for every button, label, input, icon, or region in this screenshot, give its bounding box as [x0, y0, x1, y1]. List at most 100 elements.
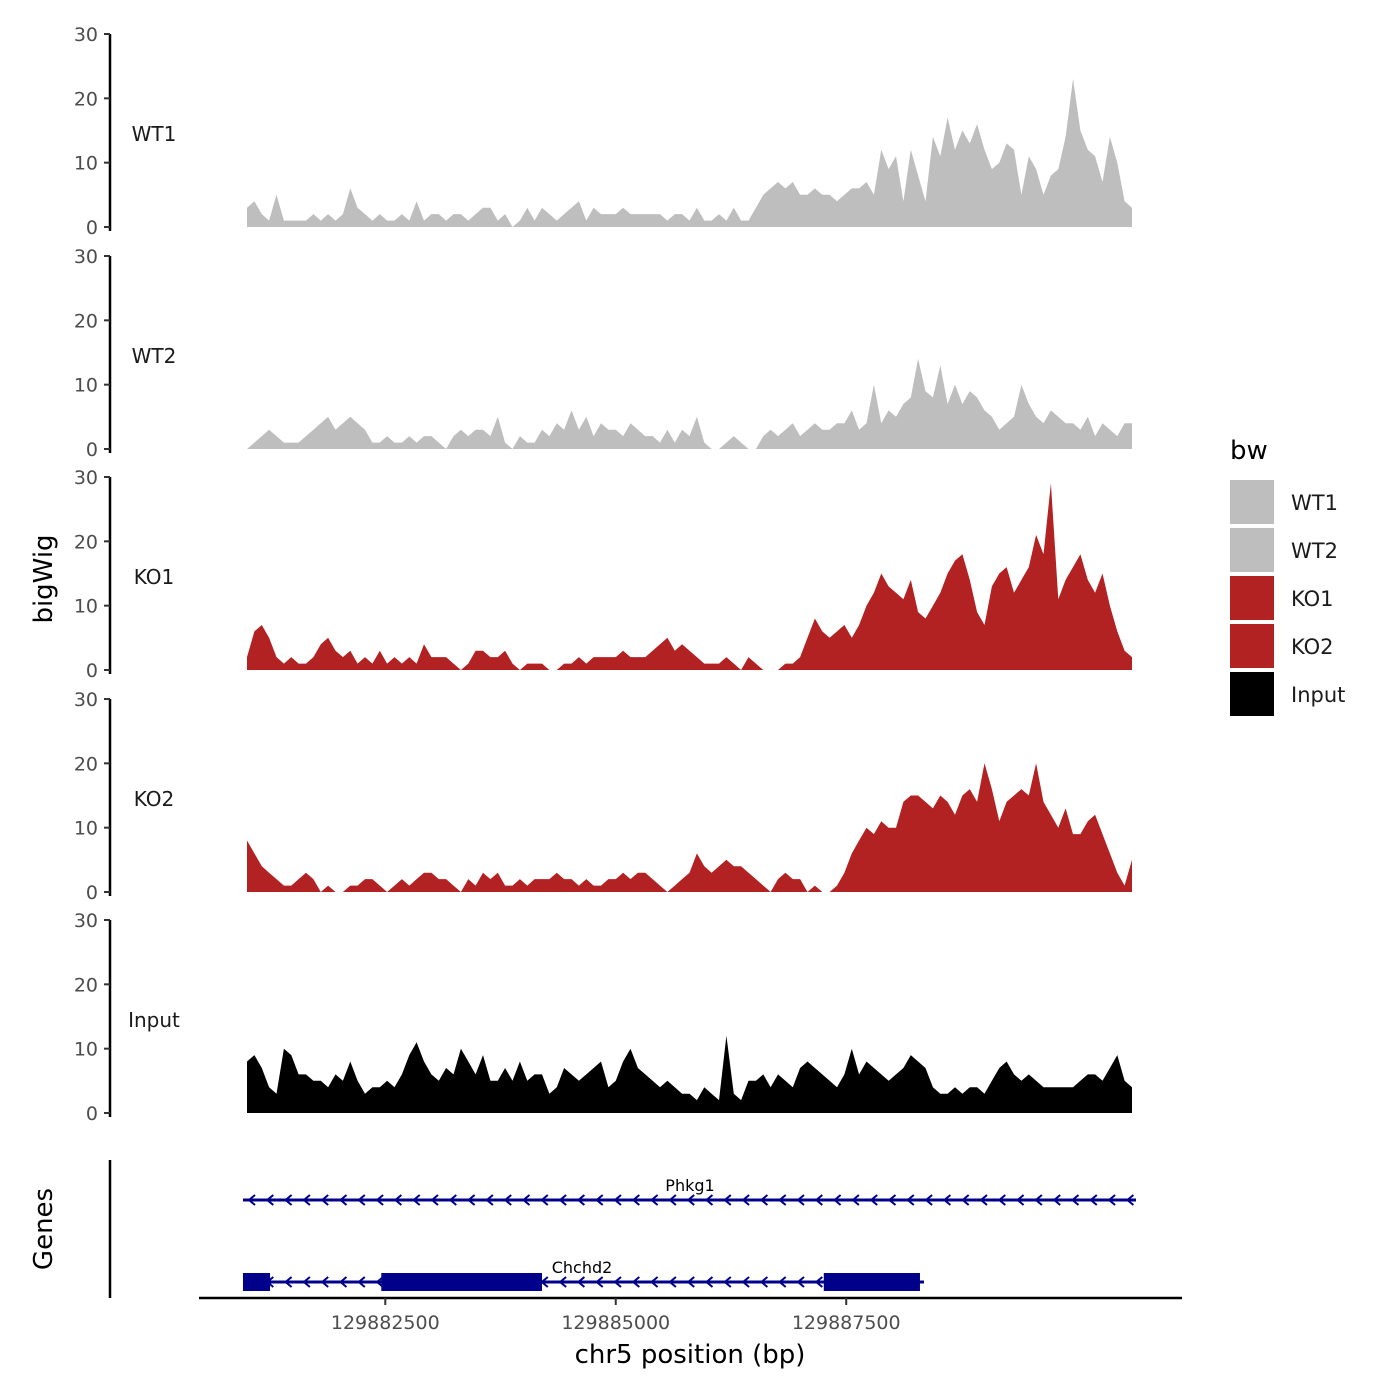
legend-swatch [1230, 576, 1274, 620]
strand-arrow [284, 1276, 293, 1288]
area-ko2 [247, 763, 1132, 892]
strand-arrow [942, 1194, 952, 1206]
strand-arrow [1016, 1194, 1025, 1206]
y-tick-label: 20 [74, 310, 98, 332]
exon [243, 1273, 271, 1291]
y-tick-label: 0 [86, 660, 98, 682]
strand-arrow [1125, 1194, 1135, 1206]
legend-label: WT2 [1291, 539, 1338, 563]
area-ko1 [247, 483, 1132, 670]
track-label: WT1 [132, 122, 177, 146]
area-input [247, 1035, 1132, 1113]
strand-arrow [906, 1194, 915, 1206]
y-tick-label: 20 [74, 88, 98, 110]
strand-arrow [1052, 1194, 1061, 1206]
strand-arrow [741, 1276, 750, 1288]
legend-swatch [1230, 624, 1274, 668]
strand-arrow [778, 1194, 787, 1206]
y-tick-label: 10 [74, 375, 98, 397]
y-tick-label: 20 [74, 531, 98, 553]
strand-arrow [393, 1194, 403, 1206]
strand-arrow [851, 1194, 860, 1206]
y-tick-label: 0 [86, 217, 98, 239]
exon [381, 1273, 542, 1291]
strand-arrow [503, 1194, 512, 1206]
x-tick-label: 129882500 [331, 1312, 440, 1334]
strand-arrow [540, 1194, 549, 1206]
strand-arrow [704, 1194, 714, 1206]
legend-label: KO1 [1291, 587, 1334, 611]
strand-arrow [357, 1276, 366, 1288]
area-wt2 [247, 358, 1132, 449]
y-tick-label: 0 [86, 882, 98, 904]
strand-arrow [613, 1194, 622, 1206]
y-tick-label: 0 [86, 439, 98, 461]
strand-arrow [613, 1276, 622, 1288]
track-label: Input [128, 1008, 180, 1032]
strand-arrow [302, 1194, 311, 1206]
legend-swatch [1230, 480, 1274, 524]
x-axis-title: chr5 position (bp) [575, 1340, 806, 1370]
legend-label: KO2 [1291, 635, 1334, 659]
strand-arrow [631, 1276, 640, 1288]
y-tick-label: 10 [74, 1039, 98, 1061]
track-input: 0 10 20 30 Input [74, 910, 1132, 1125]
strand-arrow [887, 1194, 897, 1206]
strand-arrow [686, 1194, 695, 1206]
y-tick-label: 0 [86, 1103, 98, 1125]
strand-arrow [375, 1276, 384, 1288]
strand-arrow [668, 1194, 677, 1206]
strand-arrow [302, 1276, 311, 1288]
strand-arrow [338, 1276, 348, 1288]
strand-arrow [485, 1194, 494, 1206]
genes-track-title: Genes [29, 1188, 59, 1270]
strand-arrow [979, 1194, 988, 1206]
legend-swatch [1230, 528, 1274, 572]
strand-arrow [650, 1194, 659, 1206]
strand-arrow [759, 1194, 769, 1206]
y-tick-label: 30 [74, 910, 98, 932]
legend-item-wt1: WT1 [1230, 480, 1338, 524]
strand-arrow [723, 1194, 732, 1206]
strand-arrow [668, 1276, 677, 1288]
strand-arrow [265, 1194, 274, 1206]
legend: bw WT1 WT2 KO1 KO2 Input [1230, 436, 1345, 716]
strand-arrow [558, 1194, 567, 1206]
strand-arrow [796, 1194, 805, 1206]
legend-item-ko2: KO2 [1230, 624, 1334, 668]
strand-arrow [595, 1194, 604, 1206]
track-label: KO1 [134, 565, 175, 589]
strand-arrow [814, 1194, 823, 1206]
y-tick-label: 30 [74, 467, 98, 489]
y-tick-label: 10 [74, 153, 98, 175]
strand-arrow [338, 1194, 348, 1206]
strand-arrow [448, 1194, 457, 1206]
strand-arrow [650, 1276, 659, 1288]
track-ko1: 0 10 20 30 KO1 [74, 467, 1132, 682]
strand-arrow [759, 1276, 769, 1288]
strand-arrow [1107, 1194, 1116, 1206]
y-tick-label: 20 [74, 753, 98, 775]
signal-tracks: 0 10 20 30 WT1 0 10 20 30 WT2 0 10 20 30 KO1 0 10 20 30 KO2… [74, 24, 1132, 1125]
legend-item-wt2: WT2 [1230, 528, 1338, 572]
strand-arrow [1089, 1194, 1098, 1206]
strand-arrow [576, 1194, 586, 1206]
strand-arrow [833, 1194, 842, 1206]
strand-arrow [997, 1194, 1006, 1206]
strand-arrow [1070, 1194, 1080, 1206]
y-tick-label: 10 [74, 596, 98, 618]
gene-label: Phkg1 [665, 1176, 714, 1195]
x-tick-label: 129885000 [561, 1312, 670, 1334]
strand-arrow [723, 1276, 732, 1288]
strand-arrow [778, 1276, 787, 1288]
track-wt2: 0 10 20 30 WT2 [74, 246, 1132, 461]
legend-item-ko1: KO1 [1230, 576, 1334, 620]
strand-arrow [375, 1194, 384, 1206]
y-axis-title: bigWig [29, 534, 59, 623]
track-label: KO2 [134, 787, 175, 811]
gene-phkg1: Phkg1 [243, 1176, 1136, 1206]
y-tick-label: 10 [74, 818, 98, 840]
strand-arrow [595, 1276, 604, 1288]
strand-arrow [796, 1276, 805, 1288]
strand-arrow [1034, 1194, 1043, 1206]
